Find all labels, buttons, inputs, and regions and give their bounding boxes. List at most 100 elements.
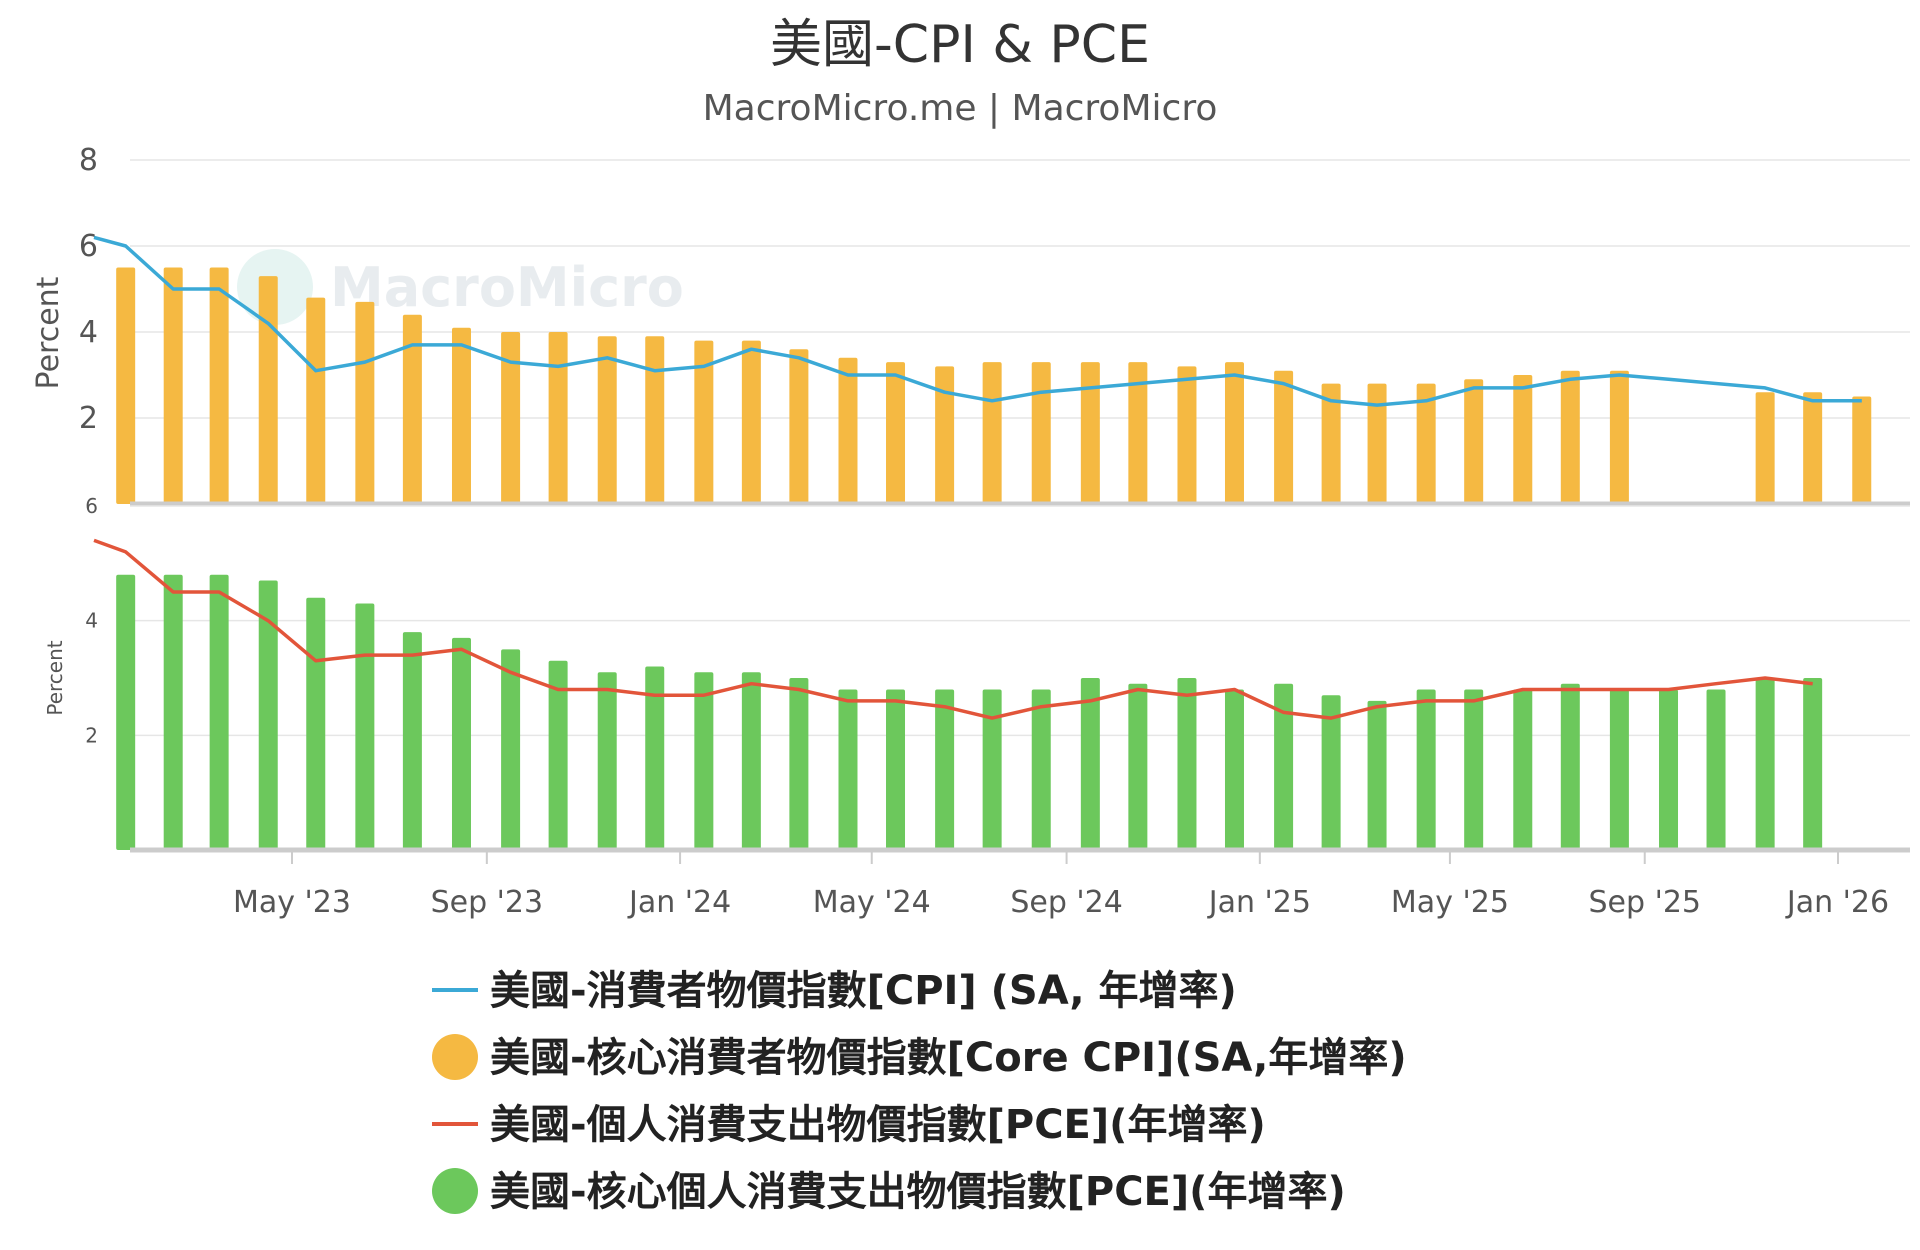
pce-core-bar	[935, 689, 955, 850]
cpi-core-bar	[645, 336, 665, 504]
cpi-core-bar	[1560, 370, 1580, 504]
x-axis: May '23 Sep '23 Jan '24 May '24 Sep '24 Jan '…	[233, 852, 1889, 920]
legend: 美國-消費者物價指數[CPI] (SA, 年增率) 美國-核心消費者物價指數[Co…	[432, 968, 1407, 1215]
pce-core-bar	[163, 574, 183, 850]
pce-core-bar	[1224, 689, 1244, 850]
cpi-panel-y-axis-label: Percent	[31, 276, 66, 389]
y-tick-label: 4	[79, 315, 98, 350]
cpi-core-bar	[306, 297, 326, 504]
cpi-core-bar	[1852, 396, 1872, 504]
cpi-core-bar	[1464, 379, 1484, 504]
cpi-core-bar	[258, 276, 278, 504]
pce-core-bar	[982, 689, 1002, 850]
pce-core-bar	[1321, 695, 1341, 850]
cpi-core-bar	[1080, 362, 1100, 504]
x-tick-label: Jan '24	[627, 885, 731, 920]
cpi-core-bar	[982, 362, 1002, 504]
pce-core-bar	[1803, 678, 1823, 850]
pce-core-bar	[548, 660, 568, 850]
y-tick-label: 4	[85, 609, 98, 633]
legend-item[interactable]: 美國-核心消費者物價指數[Core CPI](SA,年增率)	[432, 1034, 1407, 1081]
legend-item[interactable]: 美國-個人消費支出物價指數[PCE](年增率)	[432, 1102, 1266, 1148]
cpi-core-bar	[1128, 362, 1148, 504]
legend-item[interactable]: 美國-核心個人消費支出物價指數[PCE](年增率)	[432, 1168, 1346, 1215]
pce-core-bar	[886, 689, 906, 850]
chart-subtitle: MacroMicro.me | MacroMicro	[703, 88, 1218, 129]
legend-circle-symbol	[432, 1168, 478, 1214]
legend-circle-symbol	[432, 1034, 478, 1080]
cpi-core-bar	[1609, 370, 1629, 504]
pce-core-bar	[209, 574, 229, 850]
cpi-core-bar	[597, 336, 617, 504]
pce-core-bar	[838, 689, 858, 850]
pce-core-bar	[355, 603, 375, 850]
watermark-text: MacroMicro	[330, 256, 684, 319]
cpi-core-bar	[1321, 383, 1341, 504]
pce-core-bar	[1128, 683, 1148, 850]
cpi-core-bar	[209, 267, 229, 504]
y-tick-label: 2	[79, 401, 98, 436]
pce-core-bar	[1609, 689, 1629, 850]
pce-core-bar	[1367, 700, 1387, 850]
pce-line	[93, 538, 1813, 720]
pce-core-bar	[402, 632, 422, 850]
pce-core-bar	[645, 666, 665, 850]
cpi-core-bar	[694, 340, 714, 504]
cpi-core-bar	[548, 332, 568, 504]
x-tick-label: Jan '26	[1785, 885, 1889, 920]
cpi-core-bar	[741, 340, 761, 504]
cpi-core-bar	[402, 314, 422, 504]
y-tick-label: 6	[85, 494, 98, 518]
legend-label: 美國-核心個人消費支出物價指數[PCE](年增率)	[490, 1169, 1346, 1215]
pce-core-bar	[597, 672, 617, 850]
cpi-core-bar	[451, 327, 471, 504]
pce-core-bar	[1031, 689, 1051, 850]
cpi-core-bar	[501, 332, 521, 504]
x-tick-label: May '25	[1391, 885, 1509, 920]
pce-panel-y-axis-label: Percent	[43, 640, 67, 715]
pce-core-bar	[1755, 678, 1775, 850]
pce-core-bar	[116, 574, 136, 850]
watermark: MacroMicro	[237, 249, 684, 325]
cpi-core-bar	[1416, 383, 1436, 504]
cpi-core-bar	[1274, 370, 1294, 504]
pce-core-bar	[1416, 689, 1436, 850]
pce-core-bar	[1080, 678, 1100, 850]
cpi-line	[93, 235, 1862, 407]
pce-core-bar	[501, 649, 521, 850]
pce-core-bar	[1513, 689, 1533, 850]
cpi-core-bar	[838, 357, 858, 504]
pce-core-bar	[1706, 689, 1726, 850]
x-tick-label: Sep '24	[1010, 885, 1123, 920]
pce-core-bar	[1560, 683, 1580, 850]
y-tick-label: 2	[85, 723, 98, 747]
pce-core-bar	[694, 672, 714, 850]
legend-label: 美國-消費者物價指數[CPI] (SA, 年增率)	[490, 968, 1237, 1014]
cpi-core-bar	[1513, 375, 1533, 504]
cpi-core-bar	[163, 267, 183, 504]
x-tick-label: May '24	[813, 885, 931, 920]
x-tick-label: May '23	[233, 885, 351, 920]
cpi-core-bar	[1367, 383, 1387, 504]
pce-core-bar	[258, 580, 278, 850]
legend-label: 美國-核心消費者物價指數[Core CPI](SA,年增率)	[490, 1035, 1407, 1081]
cpi-core-bar	[886, 362, 906, 504]
pce-panel: Percent 2 4 6	[43, 494, 1910, 853]
cpi-core-bar	[116, 267, 136, 504]
cpi-core-bar	[1755, 392, 1775, 504]
cpi-core-bar	[789, 349, 809, 504]
cpi-core-bar	[1803, 392, 1823, 504]
pce-core-bar	[741, 672, 761, 850]
pce-core-bar	[306, 597, 326, 850]
y-tick-label: 6	[79, 229, 98, 264]
cpi-core-bar	[935, 366, 955, 504]
pce-core-bar	[451, 637, 471, 850]
legend-item[interactable]: 美國-消費者物價指數[CPI] (SA, 年增率)	[432, 968, 1237, 1014]
cpi-core-bar	[1031, 362, 1051, 504]
pce-core-bar	[1464, 689, 1484, 850]
cpi-panel: Percent 2 4 6 8	[31, 143, 1910, 507]
legend-label: 美國-個人消費支出物價指數[PCE](年增率)	[490, 1102, 1266, 1148]
chart-title: 美國-CPI & PCE	[770, 15, 1150, 75]
y-tick-label: 8	[79, 143, 98, 178]
